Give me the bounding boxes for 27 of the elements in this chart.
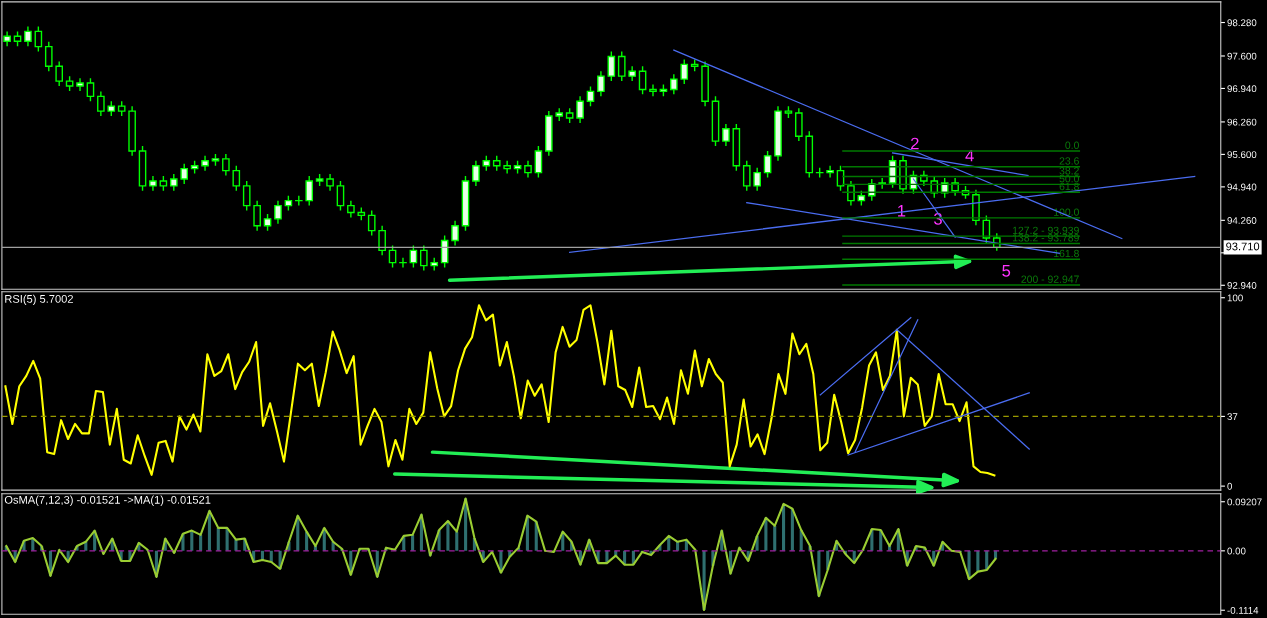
y-tick-label: 95.600	[1227, 151, 1257, 159]
y-tick-label: 98.280	[1227, 19, 1257, 27]
y-tick-label: 100	[1227, 294, 1243, 302]
y-tick-label: 92.940	[1227, 282, 1257, 289]
y-tick-label: 0.00	[1227, 547, 1246, 555]
annotation: 161.8	[1054, 249, 1079, 258]
y-tick-label: -0.1114	[1227, 606, 1259, 614]
annotation: 2	[911, 137, 919, 150]
y-tick-label: 0	[1227, 482, 1233, 490]
chart-title: RSI(5) 5.7002	[5, 294, 73, 306]
annotation: 200 - 92.947	[1021, 275, 1079, 283]
annotation: 5	[1002, 265, 1011, 277]
y-tick-label: 37	[1227, 413, 1238, 421]
y-tick-label: 94.260	[1227, 217, 1257, 224]
annotation: 38.2	[1059, 167, 1079, 175]
y-tick-label: 96.940	[1227, 85, 1257, 93]
ref-line-label: 93.710	[1226, 242, 1260, 251]
annotation: 3	[933, 212, 942, 225]
annotation: 0.0	[1065, 141, 1079, 149]
y-tick-label: 97.600	[1227, 52, 1257, 60]
y-tick-label: 0.09207	[1227, 498, 1262, 506]
annotation: 127.2 - 93.939	[1012, 226, 1079, 235]
y-tick-label: 96.260	[1227, 118, 1257, 126]
annotation: 23.6	[1059, 157, 1079, 165]
annotation: 4	[965, 149, 974, 162]
y-tick-label: 94.940	[1227, 183, 1257, 191]
chart-title: OsMA(7,12,3) -0.01521 ->MA(1) -0.01521	[4, 495, 211, 506]
